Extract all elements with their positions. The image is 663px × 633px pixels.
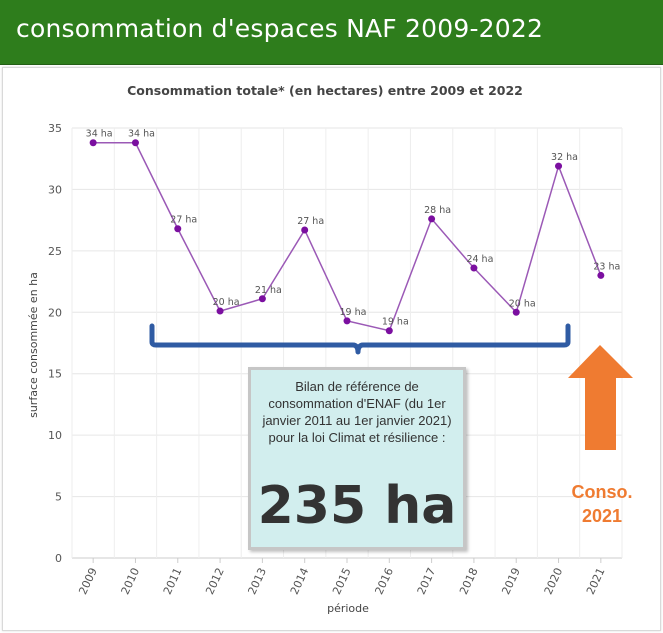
data-label: 32 ha	[551, 152, 578, 163]
data-label: 28 ha	[424, 205, 451, 216]
data-point	[131, 139, 139, 147]
data-point	[216, 307, 224, 315]
y-tick-label: 5	[55, 491, 62, 504]
y-axis: 0 5 10 15 20 25 30 35	[48, 122, 62, 565]
x-axis: 2009 2010 2011 2012 2013 2014 2015 2016 2017 2018…	[76, 558, 608, 597]
data-point	[343, 317, 351, 325]
y-axis-label: surface consommée en ha	[27, 272, 40, 418]
x-tick-label: 2020	[542, 566, 566, 597]
data-label: 27 ha	[297, 216, 324, 227]
x-tick-label: 2009	[76, 566, 100, 597]
up-arrow-icon	[568, 345, 633, 450]
y-tick-label: 10	[48, 429, 62, 442]
data-label: 23 ha	[593, 261, 620, 272]
conso-label-line2: 2021	[581, 506, 623, 526]
y-tick-label: 35	[48, 122, 62, 135]
data-point	[470, 264, 478, 272]
callout-total: 235 ha	[257, 476, 457, 536]
chart-title: Consommation totale* (en hectares) entre…	[127, 83, 523, 98]
data-label: 19 ha	[340, 307, 367, 318]
series-line: 34 ha 34 ha 27 ha 20 ha 21 ha 27 ha 19 ha 19 ha…	[86, 129, 620, 335]
conso-2021-label: Conso. 2021	[566, 480, 638, 528]
y-tick-label: 25	[48, 245, 62, 258]
reference-callout: Bilan de référence de consommation d'ENA…	[248, 367, 466, 550]
data-point	[174, 225, 182, 233]
data-point	[555, 162, 563, 170]
data-point	[258, 295, 266, 303]
data-label: 27 ha	[170, 215, 197, 226]
page-title: consommation d'espaces NAF 2009-2022	[16, 14, 544, 43]
x-tick-label: 2014	[288, 566, 312, 597]
x-tick-label: 2017	[415, 566, 439, 597]
x-tick-label: 2018	[457, 566, 481, 597]
data-point	[301, 226, 309, 234]
data-label: 24 ha	[466, 254, 493, 265]
x-tick-label: 2010	[119, 566, 143, 597]
data-label: 20 ha	[509, 298, 536, 309]
x-tick-label: 2011	[161, 566, 185, 597]
data-label: 34 ha	[86, 129, 113, 140]
callout-text: Bilan de référence de consommation d'ENA…	[262, 379, 452, 445]
x-tick-label: 2013	[245, 566, 269, 597]
period-brace	[149, 323, 571, 355]
x-tick-label: 2019	[499, 566, 523, 597]
data-label: 20 ha	[213, 297, 240, 308]
data-point	[385, 327, 393, 335]
x-tick-label: 2015	[330, 566, 354, 597]
data-point	[597, 271, 605, 279]
data-point	[512, 308, 520, 316]
y-tick-label: 20	[48, 306, 62, 319]
x-tick-label: 2012	[203, 566, 227, 597]
x-tick-label: 2021	[584, 566, 608, 597]
data-point	[89, 139, 97, 147]
data-label: 21 ha	[255, 285, 282, 296]
y-tick-label: 0	[55, 552, 62, 565]
x-tick-label: 2016	[372, 566, 396, 597]
y-tick-label: 15	[48, 368, 62, 381]
data-label: 34 ha	[128, 129, 155, 140]
y-tick-label: 30	[48, 183, 62, 196]
data-label: 19 ha	[382, 317, 409, 328]
data-point	[428, 215, 436, 223]
conso-label-line1: Conso.	[571, 482, 633, 502]
page-header: consommation d'espaces NAF 2009-2022	[0, 0, 663, 65]
x-axis-label: période	[327, 602, 369, 615]
